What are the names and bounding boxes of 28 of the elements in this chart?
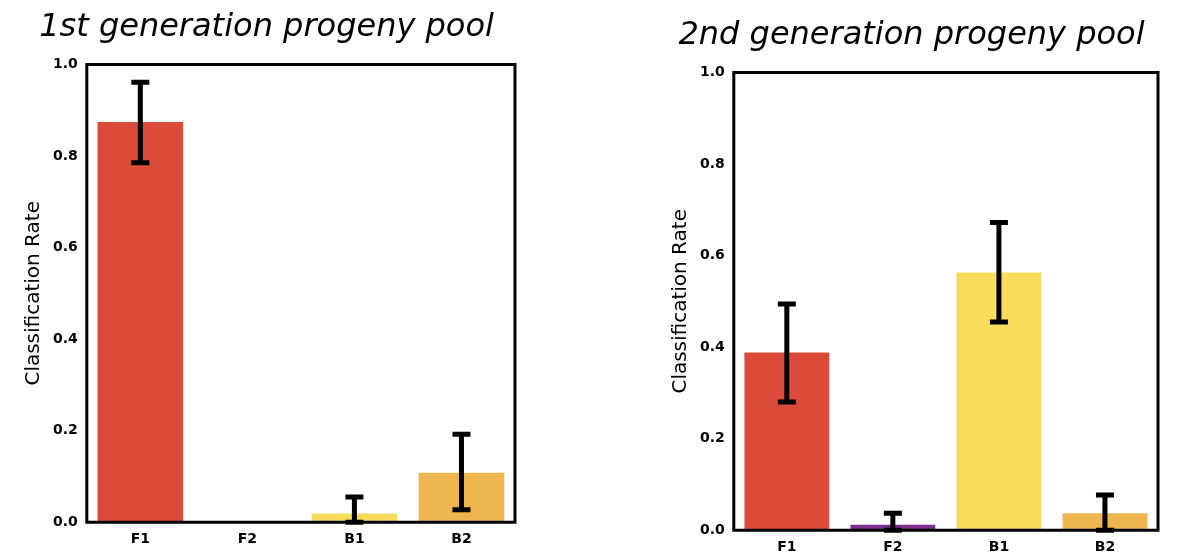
chart-title: 2nd generation progeny pool	[678, 13, 1145, 52]
x-tick-label: F1	[777, 538, 797, 555]
y-tick-label: 1.0	[699, 63, 726, 80]
x-tick-label: F1	[130, 530, 150, 547]
x-tick-label: F2	[237, 530, 258, 547]
x-tick-label: B1	[344, 530, 365, 547]
y-axis-title: Classification Rate	[20, 201, 45, 386]
y-tick-label: 0.2	[699, 429, 725, 446]
chart-title: 1st generation progeny pool	[39, 5, 494, 44]
y-tick-label: 0.0	[699, 520, 726, 537]
y-tick-label: 0.8	[699, 154, 725, 171]
bar	[956, 272, 1042, 531]
y-tick-label: 0.6	[52, 238, 78, 255]
x-tick-label: B1	[988, 538, 1010, 555]
x-tick-label: F2	[883, 538, 903, 555]
x-tick-label: B2	[1094, 538, 1116, 555]
bar	[744, 352, 830, 531]
bar	[97, 122, 184, 523]
y-tick-label: 0.8	[52, 146, 78, 163]
y-tick-label: 0.4	[699, 337, 726, 354]
x-tick-label: B2	[451, 530, 472, 547]
y-tick-label: 1.0	[52, 55, 79, 72]
y-axis-title: Classification Rate	[667, 209, 692, 394]
y-tick-label: 0.0	[52, 512, 79, 529]
y-tick-label: 0.6	[699, 246, 725, 263]
y-tick-label: 0.4	[52, 329, 79, 346]
bar	[418, 472, 505, 523]
y-tick-label: 0.2	[52, 421, 78, 438]
